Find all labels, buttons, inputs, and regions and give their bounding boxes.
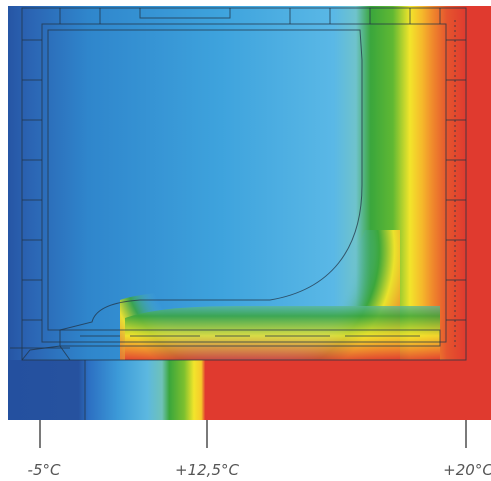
isotherm-field [8,6,491,420]
label-mid: +12,5°C [175,461,239,479]
label-cold: -5°C [28,461,61,479]
window-profile-outline [10,7,467,420]
left-chambers [22,39,42,321]
label-warm: +20°C [443,461,491,479]
temperature-scale: -5°C +12,5°C +20°C [28,420,491,479]
right-chambers [446,39,466,321]
outer-frame-outline [21,7,467,361]
warm-wall-block [207,362,491,420]
lower-bend-zone [125,306,440,362]
top-chambers [59,8,441,24]
sash-frame-outline [41,23,447,343]
glass-pane-outline [47,29,363,331]
sill-profile [59,329,441,347]
